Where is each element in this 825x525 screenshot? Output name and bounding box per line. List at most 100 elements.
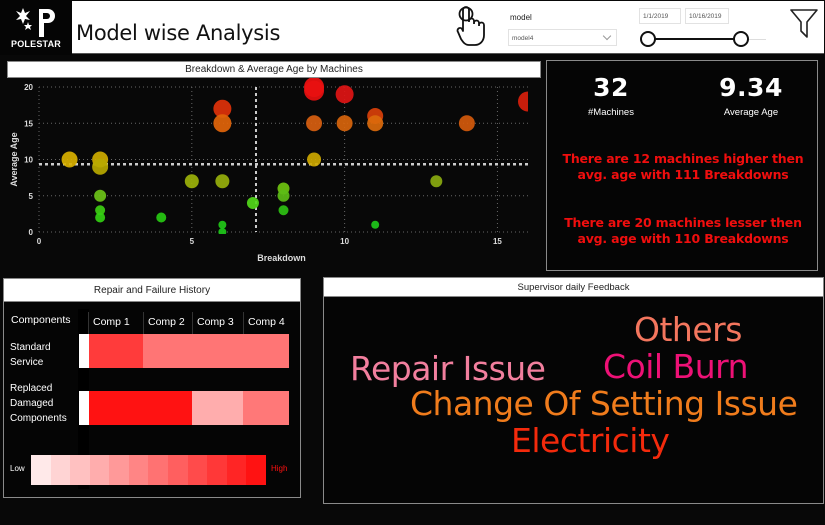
data-point[interactable] <box>94 189 107 202</box>
logo-star-icon: s <box>16 8 55 38</box>
polestar-logo: s POLESTAR <box>0 0 72 55</box>
date-slider-start-handle[interactable] <box>640 31 656 47</box>
legend-swatch <box>226 455 247 485</box>
header-bar: Model wise Analysis model model4 1/1/201… <box>72 1 824 54</box>
machines-count: 32 <box>593 73 629 102</box>
legend-swatch <box>148 455 169 485</box>
legend-swatch <box>168 455 188 485</box>
legend-swatch <box>187 455 208 485</box>
heat-cell-standard-comp2[interactable] <box>143 334 192 368</box>
data-point[interactable] <box>246 197 259 209</box>
data-point[interactable] <box>213 99 232 118</box>
data-point[interactable] <box>304 80 325 101</box>
svg-text:s: s <box>45 29 50 38</box>
word-electricity[interactable]: Electricity <box>511 421 670 460</box>
heat-cell-replaced-comp4[interactable] <box>243 391 289 425</box>
average-age-kpi: 9.34 Average Age <box>701 73 801 118</box>
data-point[interactable] <box>95 205 106 216</box>
data-point[interactable] <box>307 152 322 167</box>
word-repair-issue[interactable]: Repair Issue <box>350 349 546 388</box>
insight-higher-line1: There are 12 machines higher then <box>562 151 804 166</box>
insight-higher-line2: avg. age with 111 Breakdowns <box>577 167 789 182</box>
data-point[interactable] <box>277 189 290 202</box>
y-axis-label: Average Age <box>9 132 19 186</box>
heat-cell-replaced-comp3[interactable] <box>192 391 243 425</box>
feedback-title: Supervisor daily Feedback <box>323 277 824 297</box>
row-label-standard-service: Standard Service <box>10 340 51 370</box>
data-point[interactable] <box>156 212 167 223</box>
kpi-panel: 32 #Machines 9.34 Average Age There are … <box>546 60 818 271</box>
data-point[interactable] <box>213 114 232 133</box>
legend-swatch <box>246 455 266 485</box>
row-label-line: Replaced <box>10 383 53 394</box>
date-slider-end-handle[interactable] <box>733 31 749 47</box>
chevron-down-icon <box>602 31 612 41</box>
data-point[interactable] <box>95 212 106 223</box>
insight-higher: There are 12 machines higher then avg. a… <box>547 151 819 183</box>
x-tick-label: 0 <box>37 237 42 246</box>
legend-swatch <box>50 455 71 485</box>
word-change-of-setting-issue[interactable]: Change Of Setting Issue <box>410 384 798 423</box>
machines-label: #Machines <box>588 107 634 118</box>
heat-cell-replaced-comp2[interactable] <box>143 391 192 425</box>
date-slider-fill <box>648 38 741 40</box>
column-comp-1: Comp 1 <box>88 312 143 334</box>
scatter-plot[interactable]: 0 5 10 15 20 0 5 10 15 Breakdown Average Age <box>7 78 541 268</box>
scatter-chart-title: Breakdown & Average Age by Machines <box>7 61 541 78</box>
y-tick-label: 20 <box>24 83 33 92</box>
word-coil-burn[interactable]: Coil Burn <box>603 347 749 386</box>
heat-cell-replaced-comp1[interactable] <box>89 391 143 425</box>
data-point[interactable] <box>518 91 538 112</box>
heat-cell-standard-comp1[interactable] <box>89 334 143 368</box>
data-point[interactable] <box>336 115 353 132</box>
data-point[interactable] <box>306 115 323 132</box>
data-point[interactable] <box>218 220 227 229</box>
hand-pointer-icon[interactable] <box>456 6 486 48</box>
legend-swatch <box>89 455 110 485</box>
average-age-label: Average Age <box>723 107 779 118</box>
data-point[interactable] <box>278 205 289 216</box>
data-point[interactable] <box>184 174 199 189</box>
data-point[interactable] <box>430 175 443 188</box>
start-date-input[interactable]: 1/1/2019 <box>639 8 681 24</box>
data-point[interactable] <box>367 115 384 132</box>
x-tick-label: 5 <box>190 237 195 246</box>
data-point[interactable] <box>92 158 109 175</box>
y-tick-label: 10 <box>24 156 33 165</box>
scatter-chart: 0 5 10 15 20 0 5 10 15 Breakdown Average Age <box>7 78 541 268</box>
x-tick-label: 15 <box>493 237 502 246</box>
insight-lower-line1: There are 20 machines lesser then <box>564 215 802 230</box>
y-tick-label: 0 <box>29 228 34 237</box>
filter-icon[interactable] <box>790 9 818 39</box>
page-title: Model wise Analysis <box>76 21 281 45</box>
heat-cell-standard-comp3[interactable] <box>192 334 243 368</box>
data-point[interactable] <box>335 85 354 104</box>
legend-swatch <box>70 455 90 485</box>
color-scale-legend <box>31 455 266 485</box>
row-marker <box>79 334 89 368</box>
data-point[interactable] <box>371 220 380 229</box>
end-date-input[interactable]: 10/16/2019 <box>685 8 729 24</box>
components-header: Components <box>11 314 71 326</box>
y-tick-label: 15 <box>24 119 33 128</box>
data-point[interactable] <box>458 115 475 132</box>
word-others[interactable]: Others <box>634 310 742 349</box>
legend-swatch <box>31 455 51 485</box>
row-label-line: Components <box>10 413 67 424</box>
heat-cell-standard-comp4[interactable] <box>243 334 289 368</box>
data-point[interactable] <box>61 151 78 168</box>
average-age-value: 9.34 <box>719 73 783 102</box>
data-point[interactable] <box>218 228 227 236</box>
model-dropdown[interactable]: model4 <box>508 29 617 46</box>
x-tick-label: 10 <box>340 237 349 246</box>
data-point[interactable] <box>215 174 230 189</box>
column-comp-3: Comp 3 <box>192 312 243 334</box>
legend-swatch <box>109 455 129 485</box>
repair-history-title: Repair and Failure History <box>3 278 301 302</box>
row-label-line: Standard <box>10 342 51 353</box>
row-marker <box>79 391 89 425</box>
y-tick-label: 5 <box>29 192 34 201</box>
model-filter-label: model <box>510 13 532 22</box>
feedback-panel <box>323 277 824 504</box>
